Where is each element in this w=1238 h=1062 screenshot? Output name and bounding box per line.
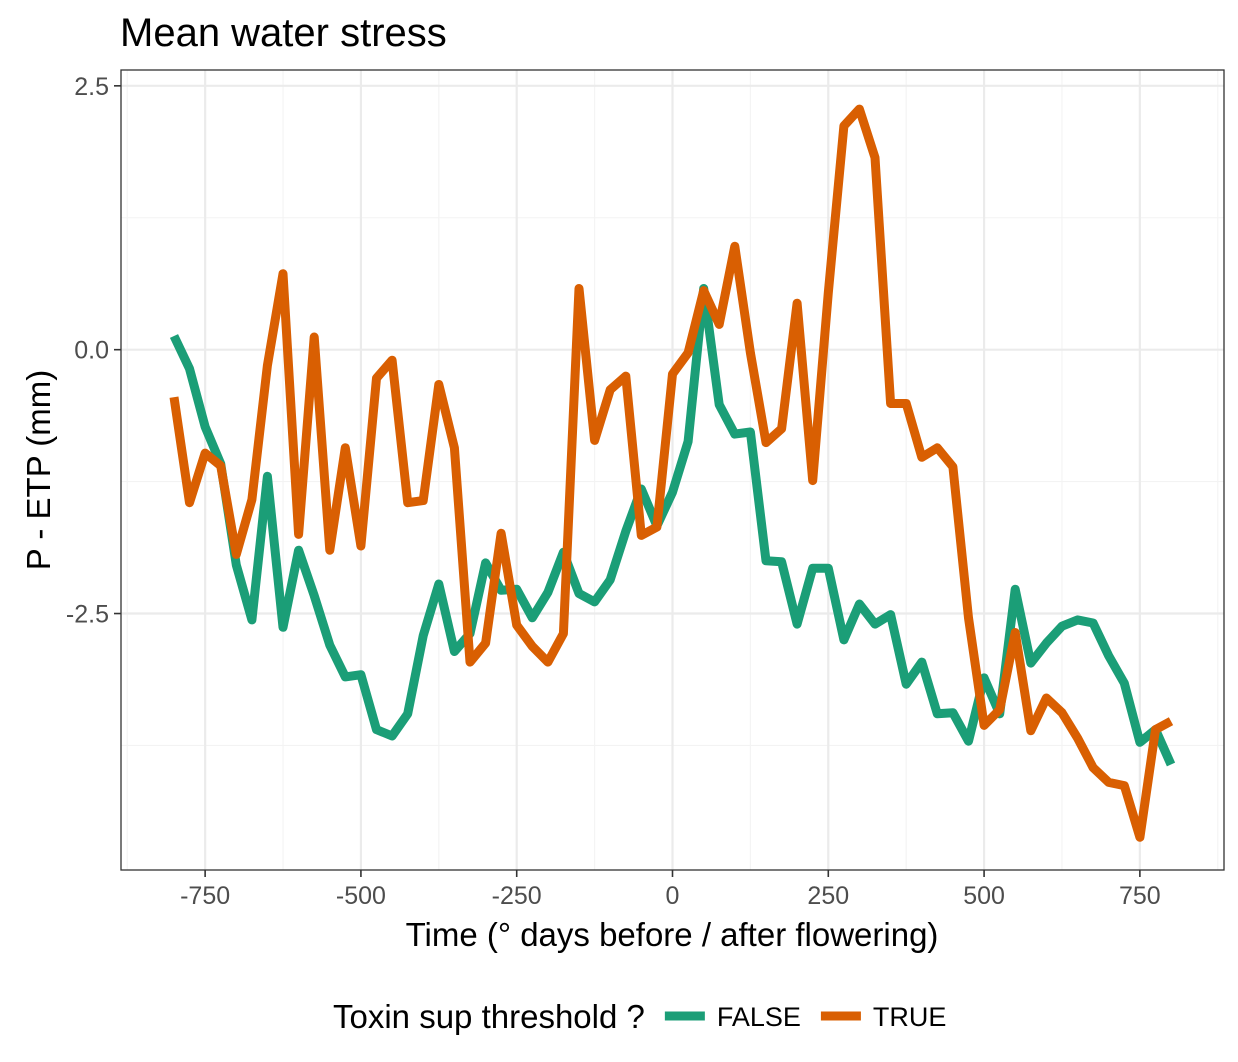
chart-title: Mean water stress — [120, 11, 447, 55]
major-gridlines — [121, 70, 1224, 870]
legend-items: FALSE TRUE — [664, 1002, 947, 1032]
x-tick-label: -250 — [492, 882, 542, 910]
x-tick-label: -500 — [336, 882, 386, 910]
legend: Toxin sup threshold ? FALSE TRUE — [333, 998, 946, 1035]
y-tick-label: 2.5 — [74, 73, 109, 101]
series-line-true — [169, 104, 1174, 842]
legend-label-true: TRUE — [873, 1002, 947, 1032]
y-axis-ticks: 2.5 0.0 -2.5 — [66, 73, 121, 629]
legend-title: Toxin sup threshold ? — [333, 998, 645, 1035]
legend-label-false: FALSE — [717, 1002, 801, 1032]
x-tick-label: -750 — [180, 882, 230, 910]
x-tick-label: 500 — [963, 882, 1005, 910]
x-tick-label: 750 — [1119, 882, 1161, 910]
x-axis-ticks: -750 -500 -250 0 250 500 750 — [180, 870, 1161, 910]
x-tick-label: 250 — [807, 882, 849, 910]
y-tick-label: -2.5 — [66, 601, 109, 629]
x-axis-title: Time (° days before / after flowering) — [406, 916, 939, 953]
y-tick-label: 0.0 — [74, 337, 109, 365]
x-tick-label: 0 — [666, 882, 680, 910]
y-axis-title: P - ETP (mm) — [20, 370, 57, 570]
series-lines — [169, 104, 1176, 842]
